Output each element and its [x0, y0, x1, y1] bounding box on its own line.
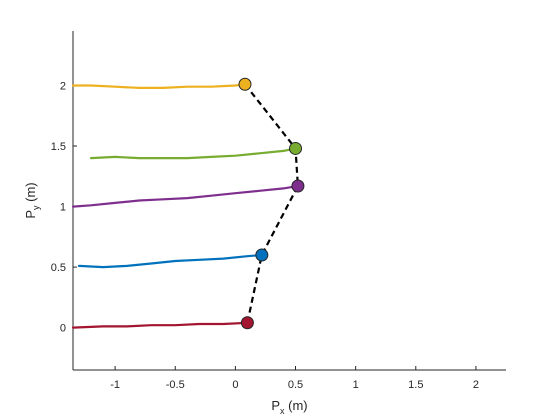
- x-axis-label-main: P: [271, 398, 280, 413]
- x-tick-label: 2: [473, 379, 479, 391]
- x-tick-label: 1: [353, 379, 359, 391]
- y-axis-label-main: P: [23, 210, 38, 219]
- x-axis-label-sub: x: [280, 406, 285, 416]
- end-marker: [289, 141, 303, 155]
- x-tick-label: -1: [110, 379, 120, 391]
- x-axis-label-unit: (m): [285, 398, 308, 413]
- y-tick-label: 0: [60, 323, 66, 335]
- y-tick-label: 1.5: [51, 141, 66, 153]
- y-tick-label: 1: [60, 202, 66, 214]
- tick-labels: -1 -0.5 0 0.5 1 1.5 2 0 0.5 1 1.5 2: [51, 80, 479, 391]
- connector-line: [244, 83, 300, 324]
- y-tick-label: 2: [60, 80, 66, 92]
- end-marker: [291, 179, 305, 193]
- series-line: [71, 321, 249, 329]
- dashed-connector: [244, 83, 300, 324]
- x-tick-label: 1.5: [408, 379, 423, 391]
- series-line: [71, 184, 299, 208]
- end-markers: [238, 77, 305, 330]
- series-line: [71, 83, 247, 90]
- series-line: [77, 253, 263, 269]
- y-axis-label-sub: y: [31, 205, 41, 210]
- end-marker: [238, 77, 252, 91]
- end-marker: [255, 248, 269, 262]
- x-axis-label: Px (m): [271, 398, 307, 416]
- x-tick-label: -0.5: [166, 379, 185, 391]
- series-line: [89, 147, 297, 160]
- end-marker: [240, 316, 254, 330]
- x-tick-label: 0: [232, 379, 238, 391]
- x-tick-label: 0.5: [288, 379, 303, 391]
- series-lines: [71, 83, 299, 329]
- y-axis-label-unit: (m): [23, 182, 38, 205]
- y-tick-label: 0.5: [51, 262, 66, 274]
- y-axis-label: Py (m): [23, 182, 41, 218]
